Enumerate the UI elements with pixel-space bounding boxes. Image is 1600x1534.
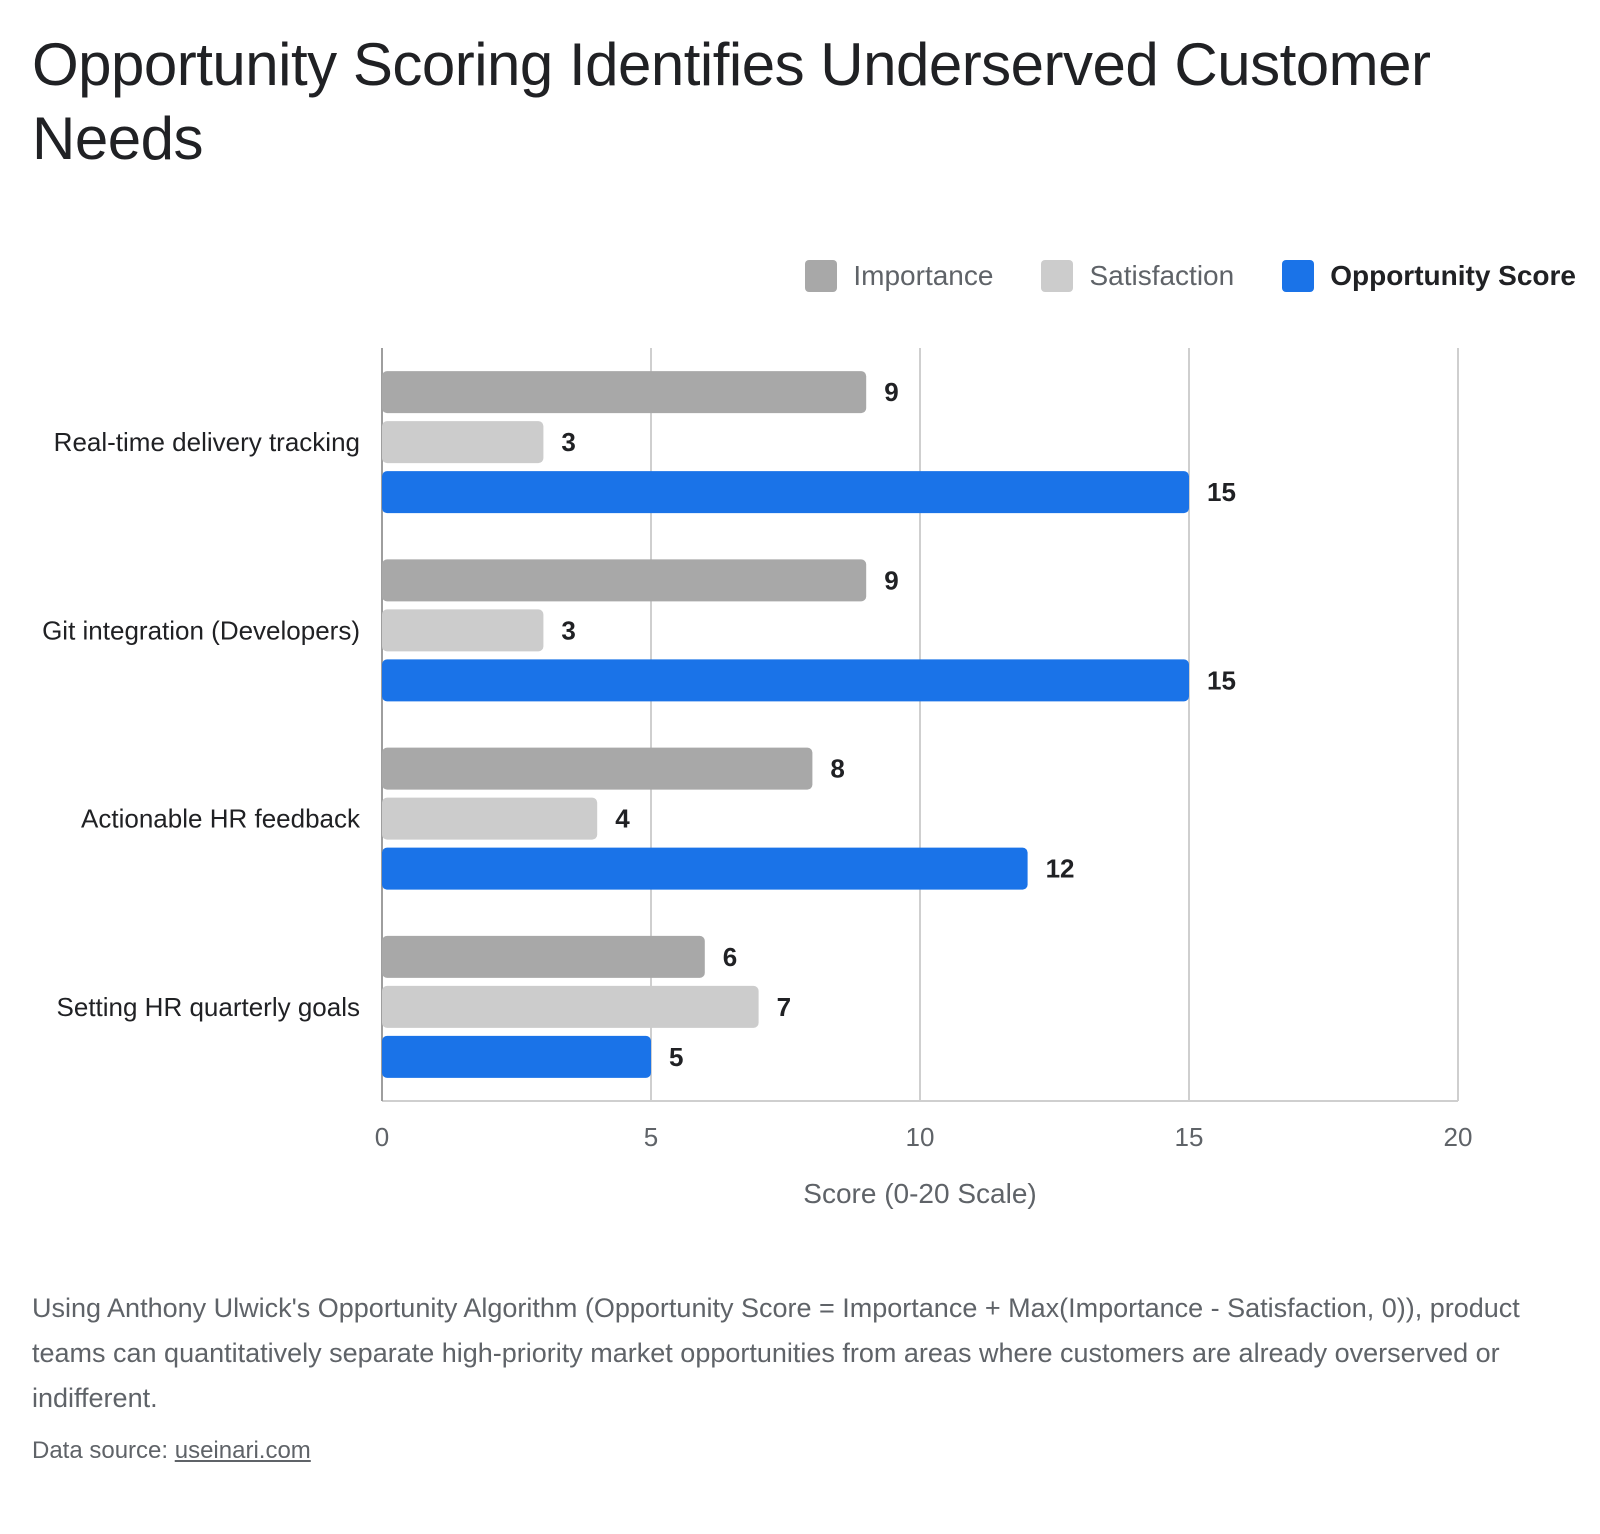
y-tick-label-actionable-hr-feedback: Actionable HR feedback <box>81 804 361 834</box>
data-label-satisfaction-git-integration-developers: 3 <box>561 615 575 645</box>
bar-importance-real-time-delivery-tracking <box>382 371 867 414</box>
bar-opportunity-score-real-time-delivery-tracking <box>382 471 1189 514</box>
bar-chart: 0 5 10 15 20 Score (0-20 Scale) Real-time deli… <box>42 348 1473 1209</box>
x-axis-title: Score (0-20 Scale) <box>803 1178 1036 1209</box>
bar-importance-git-integration-developers <box>382 559 867 602</box>
x-tick-label-0: 0 <box>375 1122 389 1152</box>
data-label-satisfaction-actionable-hr-feedback: 4 <box>615 804 630 834</box>
bar-opportunity-score-actionable-hr-feedback <box>382 847 1028 890</box>
x-tick-label-15: 15 <box>1175 1122 1204 1152</box>
data-label-opportunity-score-setting-hr-quarterly-goals: 5 <box>669 1042 683 1072</box>
x-tick-label-20: 20 <box>1444 1122 1473 1152</box>
y-tick-label-setting-hr-quarterly-goals: Setting HR quarterly goals <box>57 992 360 1022</box>
x-tick-label-10: 10 <box>906 1122 935 1152</box>
data-source-link[interactable]: useinari.com <box>174 1437 311 1464</box>
chart-note: Using Anthony Ulwick's Opportunity Algor… <box>32 1293 1520 1413</box>
bar-satisfaction-real-time-delivery-tracking <box>382 421 544 464</box>
legend-item-opportunity-score[interactable]: Opportunity Score <box>1282 260 1576 292</box>
data-source-prefix: Data source: <box>32 1437 175 1464</box>
data-label-importance-setting-hr-quarterly-goals: 6 <box>723 942 737 972</box>
bar-satisfaction-actionable-hr-feedback <box>382 797 598 840</box>
bar-opportunity-score-git-integration-developers <box>382 659 1189 702</box>
data-source: Data source: useinari.com <box>32 1437 311 1465</box>
data-label-importance-actionable-hr-feedback: 8 <box>830 754 844 784</box>
x-tick-label-5: 5 <box>644 1122 658 1152</box>
legend-label-importance: Importance <box>853 260 994 291</box>
legend-label-satisfaction: Satisfaction <box>1089 260 1235 291</box>
data-label-opportunity-score-real-time-delivery-tracking: 15 <box>1207 477 1236 507</box>
data-label-importance-git-integration-developers: 9 <box>884 565 898 595</box>
chart-legend: Importance Satisfaction Opportunity Scor… <box>805 260 1576 292</box>
legend-swatch-opportunity-score <box>1282 260 1315 292</box>
bar-satisfaction-setting-hr-quarterly-goals <box>382 985 759 1028</box>
bar-satisfaction-git-integration-developers <box>382 609 544 652</box>
data-label-importance-real-time-delivery-tracking: 9 <box>884 377 898 407</box>
legend-item-satisfaction[interactable]: Satisfaction <box>1041 260 1234 292</box>
chart-title: Opportunity Scoring Identifies Underserv… <box>32 31 1431 172</box>
data-label-satisfaction-setting-hr-quarterly-goals: 7 <box>777 992 791 1022</box>
data-label-satisfaction-real-time-delivery-tracking: 3 <box>561 427 575 457</box>
bar-importance-setting-hr-quarterly-goals <box>382 935 705 978</box>
data-label-opportunity-score-actionable-hr-feedback: 12 <box>1046 854 1075 884</box>
y-tick-label-git-integration-developers: Git integration (Developers) <box>42 615 360 645</box>
legend-swatch-satisfaction <box>1041 260 1074 292</box>
bar-opportunity-score-setting-hr-quarterly-goals <box>382 1035 651 1078</box>
legend-label-opportunity-score: Opportunity Score <box>1330 260 1576 291</box>
data-label-opportunity-score-git-integration-developers: 15 <box>1207 665 1236 695</box>
bar-importance-actionable-hr-feedback <box>382 747 813 790</box>
y-tick-label-real-time-delivery-tracking: Real-time delivery tracking <box>54 427 360 457</box>
legend-swatch-importance <box>805 260 838 292</box>
legend-item-importance[interactable]: Importance <box>805 260 993 292</box>
